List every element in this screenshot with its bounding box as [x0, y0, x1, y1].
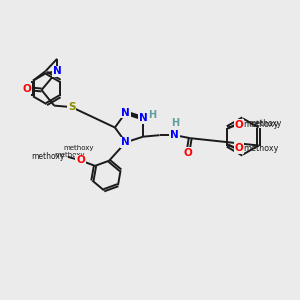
Text: methoxy: methoxy: [243, 144, 279, 153]
Text: O: O: [234, 143, 243, 153]
Text: N: N: [121, 137, 130, 147]
Text: methoxy: methoxy: [243, 120, 279, 129]
Text: methoxy: methoxy: [63, 146, 94, 152]
Text: H: H: [171, 118, 179, 128]
Text: O: O: [183, 148, 192, 158]
Text: O: O: [234, 120, 243, 130]
Text: H: H: [148, 110, 156, 120]
Text: O: O: [22, 83, 31, 94]
Text: methoxy: methoxy: [248, 119, 281, 128]
Text: N: N: [121, 108, 130, 118]
Text: N: N: [139, 113, 148, 123]
Text: O: O: [76, 155, 85, 166]
Text: N: N: [53, 66, 62, 76]
Text: S: S: [68, 102, 75, 112]
Text: N: N: [170, 130, 179, 140]
Text: methoxy: methoxy: [32, 152, 65, 161]
Text: methoxy: methoxy: [55, 152, 85, 158]
